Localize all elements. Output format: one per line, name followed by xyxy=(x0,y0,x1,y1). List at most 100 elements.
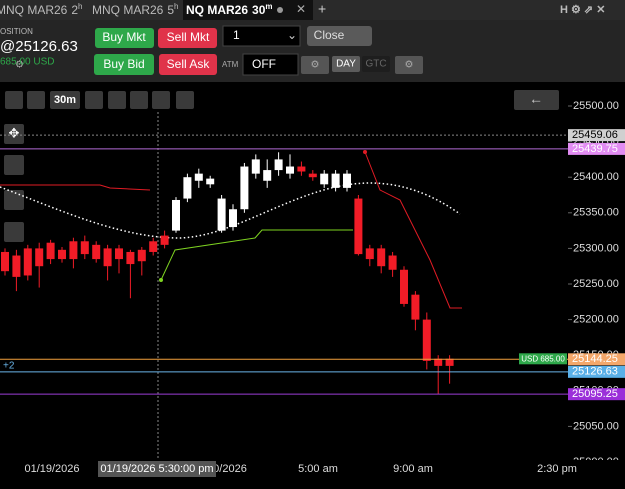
back-arrow: ← xyxy=(529,91,543,107)
tab-interval: 30 xyxy=(252,3,266,17)
pnl-box xyxy=(519,353,567,365)
price-label-box xyxy=(568,129,625,142)
settings[interactable] xyxy=(130,91,148,109)
atm-settings[interactable] xyxy=(301,56,329,74)
tab-interval: 5 xyxy=(167,3,174,17)
atm-label: ATM xyxy=(222,60,239,69)
candle-body xyxy=(240,166,249,210)
zoom-out[interactable] xyxy=(27,91,45,109)
plot: 25500.0025450.0025400.0025350.0025300.00… xyxy=(0,100,625,484)
atm-select[interactable] xyxy=(242,53,299,76)
candle-body xyxy=(103,248,112,267)
sell-mkt-button[interactable] xyxy=(158,28,217,48)
x-tick-label: 01/19/2026 xyxy=(24,463,79,475)
candle-body xyxy=(297,166,306,172)
draw-tool[interactable] xyxy=(4,190,24,210)
price-label-box xyxy=(568,353,625,366)
sell-mkt-label: Sell Mkt xyxy=(167,30,210,44)
chart-style[interactable] xyxy=(85,91,103,109)
tab-unit: m xyxy=(265,2,272,11)
select-tool[interactable] xyxy=(108,91,126,109)
candle-body xyxy=(320,173,329,185)
atm-value: OFF xyxy=(252,57,276,71)
zoom-in[interactable] xyxy=(5,91,23,109)
buy-mkt-label: Buy Mkt xyxy=(102,30,146,44)
y-tick-label: 25300.00 xyxy=(573,242,619,254)
y-tick-label: 25400.00 xyxy=(573,171,619,183)
quantity-arrow[interactable]: ⌄ xyxy=(287,28,297,42)
candle-body xyxy=(445,358,454,366)
interval-label: 30m xyxy=(54,94,76,106)
candle-body xyxy=(365,248,374,260)
tab-dot xyxy=(277,7,283,13)
close-label: Close xyxy=(314,28,345,42)
quantity: 1 xyxy=(233,28,240,42)
notes-tool[interactable] xyxy=(4,155,24,175)
new-tab[interactable]: + xyxy=(318,1,326,17)
position-label: OSITION xyxy=(0,27,33,36)
tab-interval: 2 xyxy=(71,3,78,17)
tab-label[interactable]: MNQ MAR26 2h xyxy=(0,2,82,17)
price-label: 25459.06 xyxy=(572,129,618,141)
candle-body xyxy=(274,159,283,171)
lock-tool[interactable] xyxy=(4,222,24,242)
y-tick-label: 25350.00 xyxy=(573,207,619,219)
tab-label[interactable]: NQ MAR26 30m xyxy=(186,2,273,17)
price-label-box xyxy=(568,365,625,378)
price-label: 25439.75 xyxy=(572,143,618,155)
candle-body xyxy=(229,209,237,228)
buy-bid-button[interactable] xyxy=(94,54,154,75)
candle-body xyxy=(126,251,135,265)
candle-body xyxy=(183,177,192,199)
candle-body xyxy=(35,248,44,267)
candle-body xyxy=(263,170,272,181)
candle-body xyxy=(331,173,340,188)
candle-body xyxy=(422,319,431,361)
candle-body xyxy=(58,249,66,260)
y-tick-label: 25200.00 xyxy=(573,314,619,326)
close-button[interactable] xyxy=(307,26,372,46)
candle-body xyxy=(149,241,158,252)
gtc-label: GTC xyxy=(365,59,386,70)
candle-body xyxy=(411,294,420,320)
indicators[interactable] xyxy=(152,91,170,109)
quantity-input[interactable] xyxy=(222,25,301,47)
tab-close[interactable]: ✕ xyxy=(296,2,306,16)
candle-body xyxy=(400,269,408,304)
x-tick-label: 2:30 pm xyxy=(537,463,577,475)
crosshair-time-box xyxy=(98,461,216,477)
back-button[interactable] xyxy=(514,90,559,110)
candle-body xyxy=(377,248,386,267)
pnl-label: USD 685.00 xyxy=(521,354,565,363)
sell-ask-button[interactable] xyxy=(159,54,217,75)
active-tab[interactable] xyxy=(183,0,313,20)
candle-body xyxy=(137,249,146,262)
buy-bid-label: Buy Bid xyxy=(103,57,144,71)
day-button[interactable] xyxy=(332,56,360,72)
interval-button[interactable] xyxy=(50,91,80,109)
gtc-button[interactable] xyxy=(362,56,390,72)
sell-ask-label: Sell Ask xyxy=(167,57,211,71)
support-start xyxy=(159,278,163,282)
templates[interactable] xyxy=(176,91,194,109)
x-tick-label: 5:00 am xyxy=(298,463,338,475)
buy-mkt-button[interactable] xyxy=(95,28,154,48)
crosshair-tool[interactable] xyxy=(4,124,24,144)
candle-body xyxy=(354,198,363,255)
tab-label[interactable]: MNQ MAR26 5h xyxy=(92,2,178,17)
position-price: @25126.63 xyxy=(0,38,78,55)
crosshair-time: 01/19/2026 5:30:00 pm xyxy=(100,463,213,475)
position-pnl: 685.00 USD xyxy=(0,57,54,68)
day-label: DAY xyxy=(336,59,356,70)
candle-body xyxy=(172,199,180,231)
candle-body xyxy=(286,166,294,174)
candle-body xyxy=(194,173,203,181)
window-icons[interactable]: H ⚙ ⇗ ✕ xyxy=(560,4,605,16)
candle-body xyxy=(23,248,32,276)
candle-body xyxy=(92,244,101,260)
settings-icon: ⚙ xyxy=(311,60,320,71)
order-settings[interactable] xyxy=(395,56,423,74)
candle-body xyxy=(251,159,260,174)
candle-body xyxy=(160,235,169,245)
